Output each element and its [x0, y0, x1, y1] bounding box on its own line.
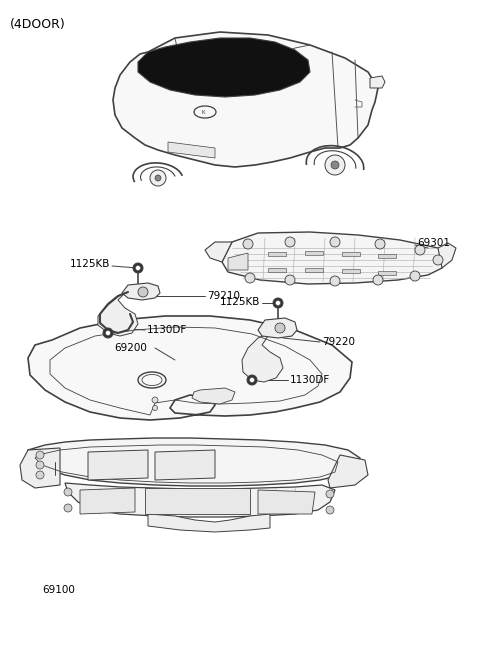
Text: K: K	[201, 110, 205, 115]
Polygon shape	[148, 514, 270, 532]
Polygon shape	[378, 254, 396, 258]
Polygon shape	[192, 388, 235, 404]
Circle shape	[36, 451, 44, 459]
Circle shape	[325, 155, 345, 175]
Polygon shape	[242, 334, 283, 382]
Polygon shape	[305, 251, 323, 255]
Polygon shape	[88, 450, 148, 480]
Text: (4DOOR): (4DOOR)	[10, 18, 66, 31]
Circle shape	[36, 471, 44, 479]
Circle shape	[326, 490, 334, 498]
Polygon shape	[438, 243, 456, 268]
Text: 1125KB: 1125KB	[70, 259, 110, 269]
Circle shape	[153, 405, 157, 411]
Polygon shape	[258, 318, 297, 338]
Circle shape	[106, 331, 110, 335]
Circle shape	[150, 170, 166, 186]
Circle shape	[138, 287, 148, 297]
Polygon shape	[138, 38, 310, 97]
Circle shape	[326, 506, 334, 514]
Circle shape	[155, 175, 161, 181]
Polygon shape	[155, 450, 215, 480]
Polygon shape	[205, 242, 232, 262]
Text: 79220: 79220	[322, 337, 355, 347]
Circle shape	[152, 397, 158, 403]
Circle shape	[250, 377, 254, 382]
Circle shape	[64, 504, 72, 512]
Circle shape	[433, 255, 443, 265]
Polygon shape	[28, 316, 352, 420]
Polygon shape	[65, 483, 335, 517]
Polygon shape	[113, 32, 378, 167]
Circle shape	[247, 375, 257, 385]
Text: 69100: 69100	[42, 585, 75, 595]
Circle shape	[285, 275, 295, 285]
Circle shape	[330, 237, 340, 247]
Circle shape	[273, 298, 283, 308]
Circle shape	[133, 263, 143, 273]
Circle shape	[330, 276, 340, 286]
Polygon shape	[258, 490, 315, 514]
Polygon shape	[268, 268, 286, 272]
Text: 1130DF: 1130DF	[147, 325, 187, 335]
Circle shape	[103, 328, 113, 338]
Polygon shape	[122, 283, 160, 300]
Circle shape	[410, 271, 420, 281]
Polygon shape	[370, 76, 385, 88]
Polygon shape	[20, 448, 60, 488]
Circle shape	[64, 488, 72, 496]
Polygon shape	[98, 290, 138, 336]
Circle shape	[36, 461, 44, 469]
Circle shape	[375, 239, 385, 249]
Text: 69301: 69301	[417, 238, 450, 248]
Circle shape	[373, 275, 383, 285]
Polygon shape	[328, 455, 368, 488]
Circle shape	[135, 266, 141, 270]
Polygon shape	[268, 252, 286, 256]
Polygon shape	[342, 269, 360, 273]
Text: 1130DF: 1130DF	[290, 375, 330, 385]
Polygon shape	[222, 232, 448, 284]
Circle shape	[245, 273, 255, 283]
Polygon shape	[145, 488, 250, 514]
Polygon shape	[342, 252, 360, 256]
Polygon shape	[378, 271, 396, 275]
Text: 69200: 69200	[114, 343, 147, 353]
Polygon shape	[28, 438, 360, 486]
Circle shape	[243, 239, 253, 249]
Polygon shape	[168, 142, 215, 158]
Polygon shape	[228, 253, 248, 270]
Circle shape	[415, 245, 425, 255]
Polygon shape	[80, 488, 135, 514]
Text: 1125KB: 1125KB	[220, 297, 260, 307]
Circle shape	[276, 300, 280, 306]
Polygon shape	[305, 268, 323, 272]
Circle shape	[331, 161, 339, 169]
Circle shape	[285, 237, 295, 247]
Text: 79210: 79210	[207, 291, 240, 301]
Circle shape	[275, 323, 285, 333]
